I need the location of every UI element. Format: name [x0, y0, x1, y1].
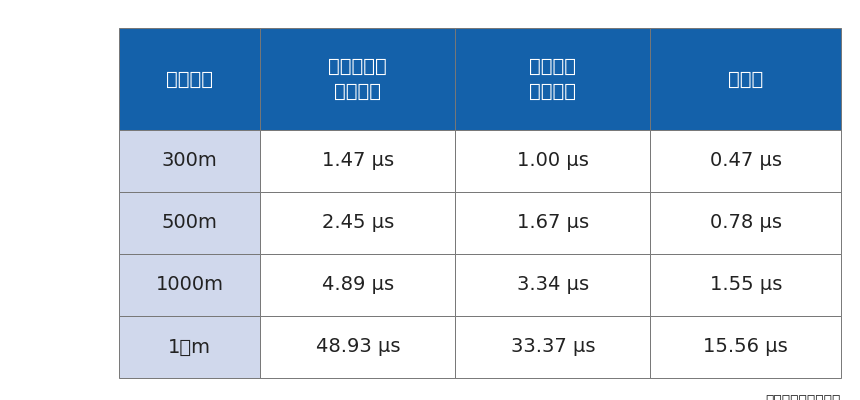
Text: 1.55 μs: 1.55 μs — [710, 276, 782, 294]
Text: リンク長: リンク長 — [166, 70, 213, 88]
Text: 2.45 μs: 2.45 μs — [322, 214, 394, 232]
Text: 0.78 μs: 0.78 μs — [710, 214, 782, 232]
Text: 15.56 μs: 15.56 μs — [703, 338, 788, 356]
Text: 1000m: 1000m — [156, 276, 224, 294]
Bar — [455, 130, 650, 192]
Bar — [261, 192, 455, 254]
Text: 1.67 μs: 1.67 μs — [517, 214, 589, 232]
Bar — [119, 130, 261, 192]
Bar — [261, 254, 455, 316]
Bar — [119, 316, 261, 378]
Bar — [261, 130, 455, 192]
Bar — [119, 28, 261, 130]
Text: 出典：古河電気工業: 出典：古河電気工業 — [765, 394, 841, 400]
Text: 3.34 μs: 3.34 μs — [517, 276, 589, 294]
Bar — [261, 28, 455, 130]
Bar — [650, 28, 841, 130]
Text: 改善幅: 改善幅 — [728, 70, 764, 88]
Bar — [119, 254, 261, 316]
Bar — [119, 192, 261, 254]
Text: 1.47 μs: 1.47 μs — [322, 152, 394, 170]
Bar — [455, 254, 650, 316]
Text: 4.89 μs: 4.89 μs — [322, 276, 394, 294]
Text: 500m: 500m — [162, 214, 218, 232]
Bar — [261, 316, 455, 378]
Text: ガラスコア
遅延時間: ガラスコア 遅延時間 — [329, 57, 387, 101]
Text: 33.37 μs: 33.37 μs — [511, 338, 595, 356]
Bar — [650, 192, 841, 254]
Text: 1.00 μs: 1.00 μs — [517, 152, 589, 170]
Bar — [650, 254, 841, 316]
Text: 0.47 μs: 0.47 μs — [710, 152, 782, 170]
Bar — [650, 316, 841, 378]
Bar — [455, 316, 650, 378]
Text: 48.93 μs: 48.93 μs — [316, 338, 400, 356]
Bar — [650, 130, 841, 192]
Bar — [455, 192, 650, 254]
Text: 空孔コア
遅延時間: 空孔コア 遅延時間 — [530, 57, 576, 101]
Bar — [455, 28, 650, 130]
Text: 1万m: 1万m — [168, 338, 211, 356]
Text: 300m: 300m — [162, 152, 218, 170]
